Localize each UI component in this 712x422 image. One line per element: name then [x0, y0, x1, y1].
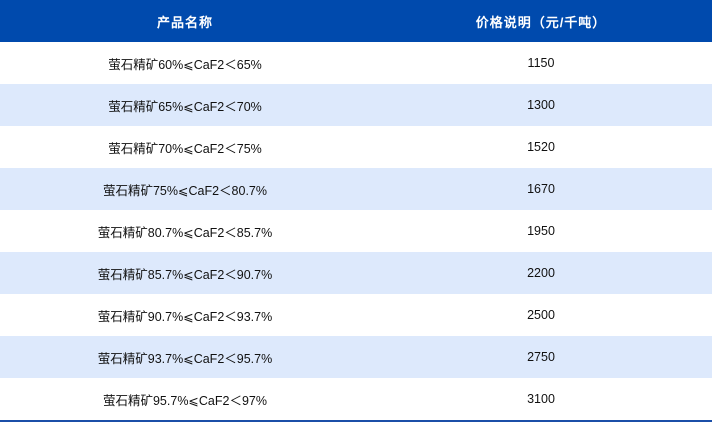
table-row: 萤石精矿70%⩽CaF2＜75% 1520 — [0, 126, 712, 168]
table-row: 萤石精矿75%⩽CaF2＜80.7% 1670 — [0, 168, 712, 210]
header-row: 产品名称 价格说明（元/千吨） — [0, 0, 712, 42]
table-row: 萤石精矿60%⩽CaF2＜65% 1150 — [0, 42, 712, 84]
table-row: 萤石精矿95.7%⩽CaF2＜97% 3100 — [0, 378, 712, 421]
header-product-name: 产品名称 — [0, 0, 370, 42]
product-name-cell: 萤石精矿70%⩽CaF2＜75% — [108, 141, 262, 156]
table-row: 萤石精矿85.7%⩽CaF2＜90.7% 2200 — [0, 252, 712, 294]
product-name-cell: 萤石精矿95.7%⩽CaF2＜97% — [102, 393, 267, 408]
product-name-cell: 萤石精矿80.7%⩽CaF2＜85.7% — [97, 225, 273, 240]
price-cell: 1520 — [527, 140, 555, 154]
product-name-cell: 萤石精矿65%⩽CaF2＜70% — [0, 84, 370, 126]
price-cell: 3100 — [527, 392, 555, 406]
price-cell: 2500 — [527, 308, 555, 322]
price-cell: 1950 — [527, 224, 555, 238]
product-name-cell: 萤石精矿75%⩽CaF2＜80.7% — [0, 168, 370, 210]
product-name-cell: 萤石精矿85.7%⩽CaF2＜90.7% — [0, 252, 370, 294]
product-name-cell: 萤石精矿60%⩽CaF2＜65% — [108, 57, 262, 72]
product-name-cell: 萤石精矿93.7%⩽CaF2＜95.7% — [0, 336, 370, 378]
table-row: 萤石精矿80.7%⩽CaF2＜85.7% 1950 — [0, 210, 712, 252]
table-row: 萤石精矿90.7%⩽CaF2＜93.7% 2500 — [0, 294, 712, 336]
price-cell: 2750 — [370, 336, 712, 378]
header-price: 价格说明（元/千吨） — [370, 0, 712, 42]
product-name-cell: 萤石精矿90.7%⩽CaF2＜93.7% — [97, 309, 273, 324]
price-cell: 1300 — [370, 84, 712, 126]
table-row: 萤石精矿65%⩽CaF2＜70% 1300 — [0, 84, 712, 126]
table-row: 萤石精矿93.7%⩽CaF2＜95.7% 2750 — [0, 336, 712, 378]
price-cell: 1670 — [370, 168, 712, 210]
price-cell: 1150 — [527, 56, 555, 70]
price-cell: 2200 — [370, 252, 712, 294]
